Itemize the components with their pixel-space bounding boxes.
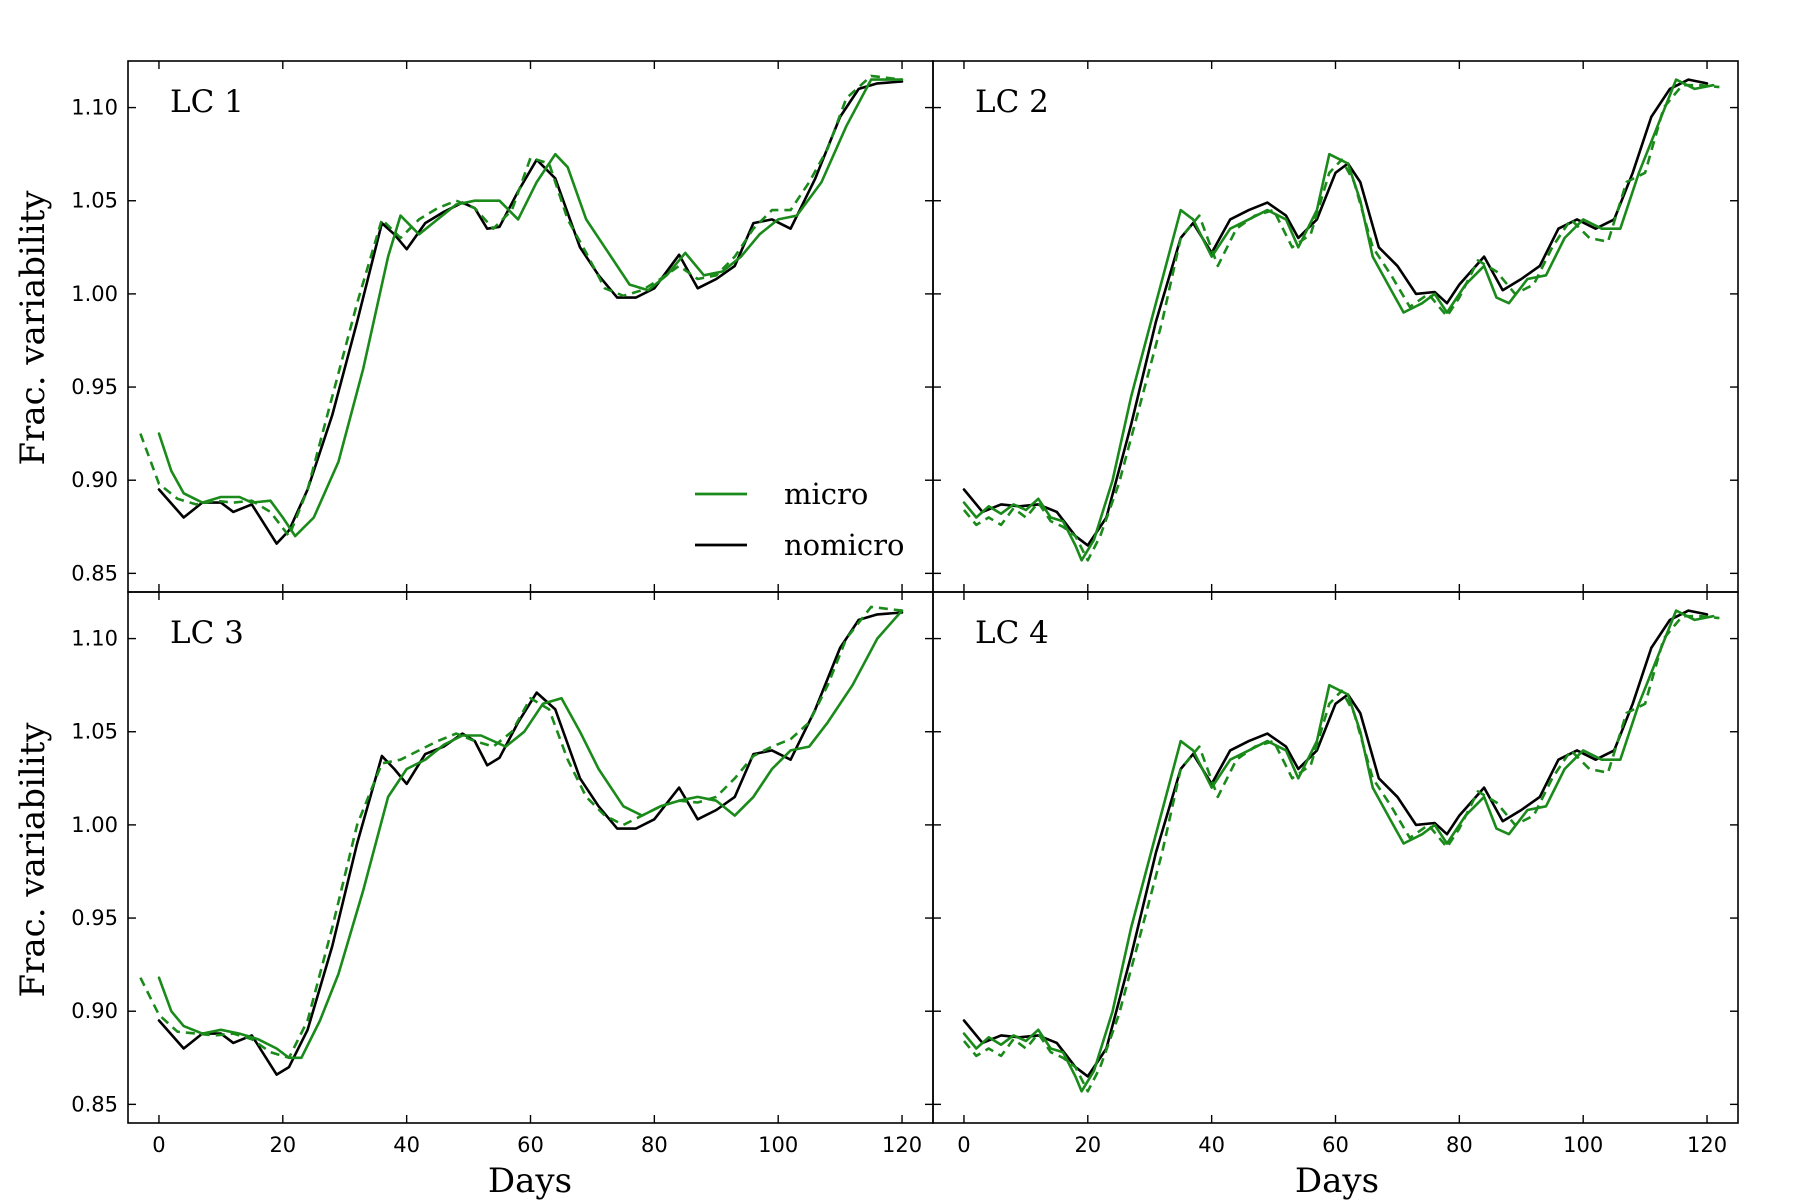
panel-3-series-nomicro <box>157 611 904 1076</box>
panel-4-series-nomicro <box>962 609 1709 1078</box>
legend-label-micro: micro <box>784 477 868 511</box>
panel-2: LC 2 <box>932 60 1739 593</box>
panel-2-series-micro <box>962 78 1715 562</box>
panel-3-ytick-label: 0.95 <box>71 906 118 930</box>
panel-4-series-micro <box>962 609 1715 1093</box>
panel-4-xtick-label: 40 <box>1198 1133 1225 1157</box>
legend-label-nomicro: nomicro <box>784 528 904 562</box>
panel-1-ytick-label: 0.90 <box>71 468 118 492</box>
y-axis-label-bottom: Frac. variability <box>13 722 53 998</box>
panel-1-ytick-label: 0.95 <box>71 375 118 399</box>
panel-3-frame <box>127 591 934 1124</box>
panel-3-xtick-label: 0 <box>152 1133 165 1157</box>
panel-3-ytick-label: 1.10 <box>71 627 118 651</box>
panel-3-xtick-label: 80 <box>641 1133 668 1157</box>
panel-3-xtick-label: 120 <box>882 1133 922 1157</box>
panel-3-series <box>139 605 904 1076</box>
panel-3-ytick-label: 0.85 <box>71 1092 118 1116</box>
panel-3-xtick-label: 60 <box>517 1133 544 1157</box>
panel-4-frame <box>932 591 1739 1124</box>
panel-4-xtick-label: 100 <box>1563 1133 1603 1157</box>
panel-4-xtick-label: 120 <box>1687 1133 1727 1157</box>
panel-3-ytick-label: 1.05 <box>71 720 118 744</box>
panel-3-xtick-label: 40 <box>393 1133 420 1157</box>
panel-1-ytick-label: 1.05 <box>71 189 118 213</box>
panel-4-series-micro-dashed <box>962 614 1720 1093</box>
x-axis-label-left: Days <box>488 1161 572 1200</box>
panel-3-series-micro <box>157 609 904 1060</box>
panel-4-label: LC 4 <box>975 615 1049 651</box>
panel-3-series-micro-dashed <box>139 605 903 1060</box>
panels-group: 0.85 0.90 0.95 1.00 1.05 1.10 LC 1 LC 2 0 20 40 60 8… <box>71 60 1739 1157</box>
panel-1-ytick-label: 1.10 <box>71 96 118 120</box>
panel-4: 0 20 40 60 80 100 120 LC 4 <box>932 591 1739 1157</box>
panel-1-ytick-label: 1.00 <box>71 282 118 306</box>
panel-2-series-nomicro <box>962 78 1709 547</box>
panel-2-series <box>962 78 1720 562</box>
panel-1: 0.85 0.90 0.95 1.00 1.05 1.10 LC 1 <box>71 60 934 593</box>
panel-2-series-micro-dashed <box>962 83 1720 562</box>
panel-4-xtick-label: 20 <box>1074 1133 1101 1157</box>
panel-3-xtick-label: 100 <box>758 1133 798 1157</box>
panel-4-xtick-label: 60 <box>1322 1133 1349 1157</box>
panel-1-series-micro <box>157 78 904 538</box>
panel-1-frame <box>127 60 934 593</box>
panel-3: 0 20 40 60 80 100 120 0.85 0.90 0.95 1.00 1.05 1.10 L… <box>71 591 934 1157</box>
y-axis-label-top: Frac. variability <box>13 190 53 466</box>
panel-2-label: LC 2 <box>975 84 1049 120</box>
x-axis-label-right: Days <box>1295 1161 1379 1200</box>
panel-4-xtick-label: 0 <box>957 1133 970 1157</box>
panel-4-series <box>962 609 1720 1093</box>
panel-1-series-nomicro <box>157 80 904 545</box>
panel-1-ytick-label: 0.85 <box>71 561 118 585</box>
panel-2-frame <box>932 60 1739 593</box>
legend: micro nomicro <box>695 477 904 562</box>
panel-3-xtick-label: 20 <box>269 1133 296 1157</box>
panel-1-series-micro-dashed <box>139 74 903 538</box>
panel-1-label: LC 1 <box>170 84 244 120</box>
panel-1-series <box>139 74 904 545</box>
panel-3-ytick-label: 1.00 <box>71 813 118 837</box>
panel-3-label: LC 3 <box>170 615 244 651</box>
panel-3-ytick-label: 0.90 <box>71 999 118 1023</box>
panel-4-xtick-label: 80 <box>1446 1133 1473 1157</box>
